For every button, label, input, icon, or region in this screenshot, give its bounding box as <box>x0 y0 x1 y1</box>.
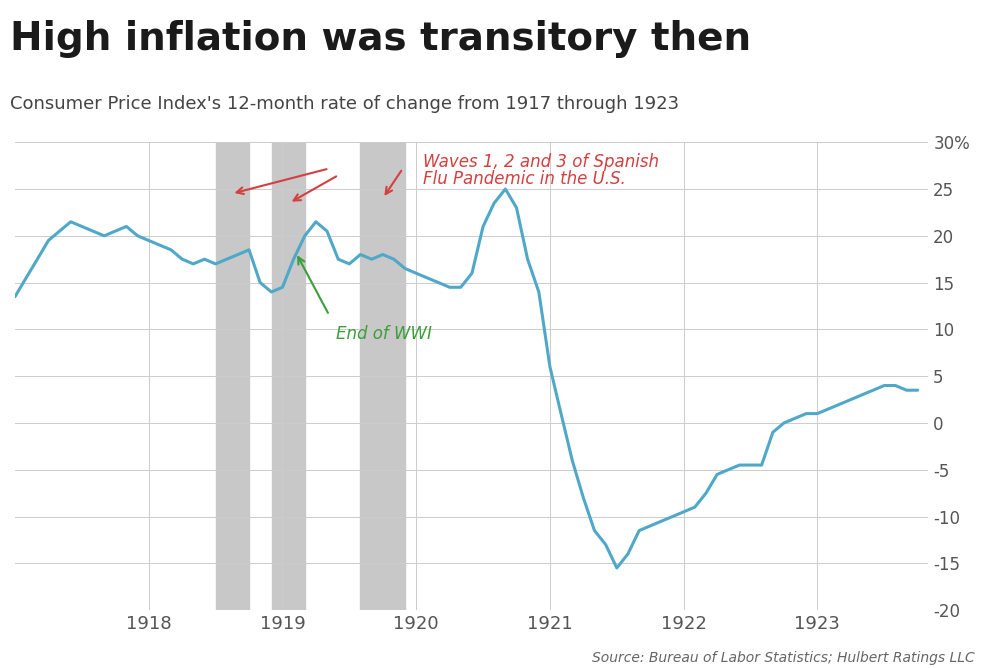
Text: Consumer Price Index's 12-month rate of change from 1917 through 1923: Consumer Price Index's 12-month rate of … <box>10 95 679 113</box>
Text: Flu Pandemic in the U.S.: Flu Pandemic in the U.S. <box>423 170 625 188</box>
Text: End of WWI: End of WWI <box>336 325 431 343</box>
Text: Source: Bureau of Labor Statistics; Hulbert Ratings LLC: Source: Bureau of Labor Statistics; Hulb… <box>592 651 975 665</box>
Bar <box>272 142 305 610</box>
Text: Waves 1, 2 and 3 of Spanish: Waves 1, 2 and 3 of Spanish <box>423 154 659 172</box>
Bar <box>216 142 249 610</box>
Bar <box>361 142 406 610</box>
Text: High inflation was transitory then: High inflation was transitory then <box>10 20 751 58</box>
